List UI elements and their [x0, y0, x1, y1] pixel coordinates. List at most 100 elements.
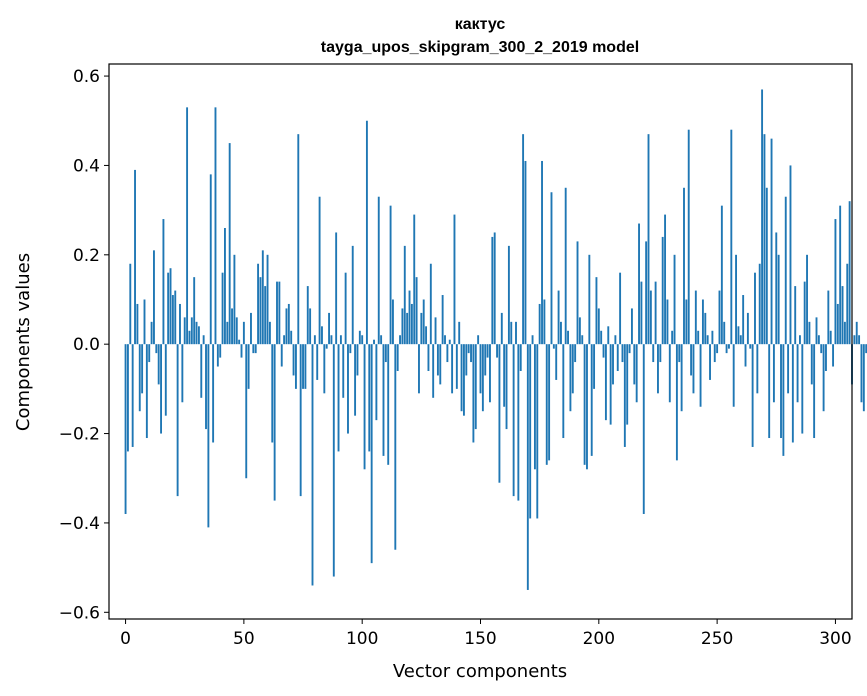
- bar-171: [529, 344, 532, 519]
- x-tick-label: 0: [120, 629, 131, 649]
- y-tick-label: −0.2: [59, 425, 100, 445]
- bar-173: [533, 344, 536, 470]
- bar-298: [829, 330, 832, 345]
- bar-286: [801, 344, 804, 434]
- bar-199: [595, 277, 598, 345]
- bar-47: [235, 317, 238, 345]
- bar-218: [640, 281, 643, 345]
- bar-222: [649, 290, 652, 345]
- bar-69: [287, 303, 290, 345]
- bar-237: [685, 299, 688, 345]
- bar-268: [758, 263, 761, 345]
- bar-111: [387, 344, 390, 465]
- bar-215: [633, 344, 636, 385]
- bar-10: [148, 344, 151, 363]
- bar-156: [493, 232, 496, 345]
- bar-75: [302, 344, 304, 389]
- bar-287: [803, 281, 806, 345]
- bar-179: [548, 344, 551, 461]
- bar-308: [853, 335, 856, 345]
- bar-56: [257, 263, 260, 345]
- bar-37: [212, 344, 215, 443]
- bar-26: [186, 107, 189, 345]
- bar-203: [604, 344, 607, 421]
- bar-309: [855, 321, 858, 345]
- bar-204: [607, 326, 610, 345]
- bar-245: [704, 312, 707, 345]
- bar-9: [145, 344, 148, 439]
- x-tick-label: 150: [464, 629, 496, 649]
- bar-182: [555, 344, 558, 380]
- bar-161: [505, 344, 508, 430]
- bar-153: [486, 344, 489, 358]
- bar-184: [560, 321, 562, 345]
- bar-113: [392, 299, 394, 345]
- chart-subtitle: tayga_upos_skipgram_300_2_2019 model: [321, 39, 639, 56]
- y-axis-label: Components values: [13, 253, 34, 431]
- bar-118: [403, 245, 406, 345]
- bar-16: [162, 219, 165, 345]
- bar-30: [195, 321, 198, 345]
- bar-305: [846, 263, 849, 345]
- bar-209: [619, 272, 622, 345]
- bar-152: [484, 344, 487, 376]
- bar-51: [245, 344, 248, 479]
- bar-289: [808, 321, 811, 345]
- bar-310: [858, 335, 861, 345]
- bar-249: [713, 344, 716, 363]
- bar-84: [323, 344, 326, 394]
- bar-192: [578, 317, 581, 345]
- bar-64: [276, 281, 278, 345]
- bar-130: [432, 344, 435, 398]
- bar-220: [645, 241, 648, 345]
- bar-141: [458, 321, 461, 345]
- bar-4: [134, 169, 136, 345]
- bar-197: [590, 344, 593, 456]
- bar-82: [318, 196, 321, 345]
- bar-250: [716, 344, 719, 354]
- y-tick-label: −0.6: [59, 603, 100, 623]
- bar-87: [330, 335, 333, 345]
- bar-270: [763, 134, 766, 345]
- y-tick-label: 0.4: [73, 156, 100, 176]
- bar-15: [160, 344, 162, 434]
- bar-48: [238, 339, 241, 345]
- bar-65: [278, 281, 281, 345]
- bar-57: [259, 277, 262, 345]
- bar-21: [174, 290, 177, 345]
- bar-25: [183, 317, 186, 345]
- bar-301: [836, 303, 839, 345]
- bar-36: [209, 174, 212, 345]
- bar-267: [756, 344, 759, 394]
- bar-229: [666, 299, 669, 345]
- bar-201: [600, 330, 603, 345]
- bar-227: [661, 236, 664, 345]
- bar-252: [720, 205, 723, 345]
- bar-202: [602, 344, 605, 358]
- bar-285: [799, 335, 801, 345]
- bar-282: [791, 344, 794, 443]
- bar-136: [446, 344, 449, 363]
- bar-40: [219, 344, 222, 358]
- bar-265: [751, 344, 754, 447]
- bar-247: [709, 344, 711, 380]
- bar-276: [777, 254, 780, 345]
- bar-217: [638, 223, 640, 345]
- bar-86: [328, 312, 330, 345]
- bar-140: [455, 344, 458, 389]
- bar-63: [273, 344, 276, 501]
- x-tick-label: 50: [233, 629, 255, 649]
- bar-96: [351, 245, 354, 345]
- bar-112: [389, 205, 392, 345]
- bar-211: [623, 344, 626, 447]
- bar-216: [635, 344, 638, 403]
- bar-303: [841, 286, 844, 345]
- bar-269: [761, 89, 764, 345]
- bar-262: [744, 344, 747, 367]
- bar-273: [770, 138, 773, 345]
- bar-221: [647, 134, 650, 345]
- bar-94: [347, 344, 349, 434]
- bar-234: [678, 344, 681, 363]
- bar-210: [621, 344, 624, 363]
- bar-105: [373, 339, 375, 345]
